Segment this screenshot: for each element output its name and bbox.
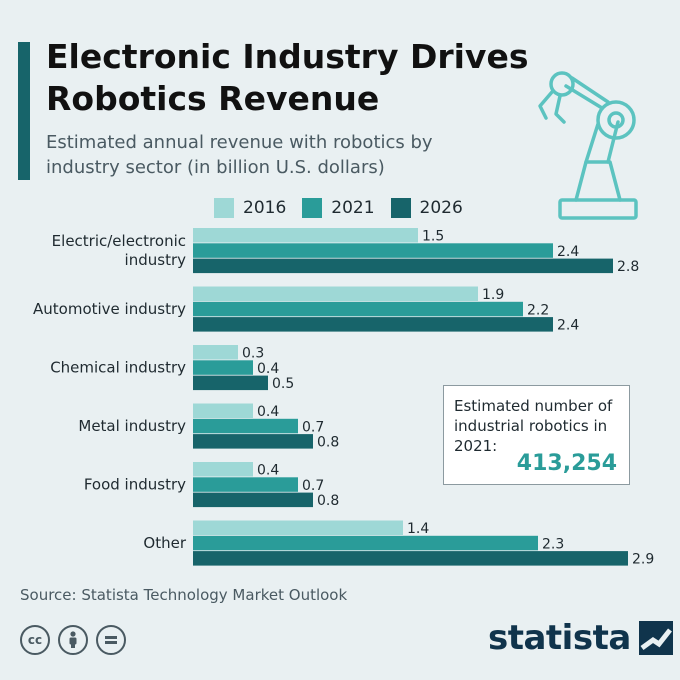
bar-2026 <box>193 375 268 391</box>
value-label-2026: 0.8 <box>317 435 339 451</box>
info-box-value: 413,254 <box>516 451 617 476</box>
category-label: Other <box>143 534 186 552</box>
statista-mark-icon <box>638 621 673 655</box>
bar-2021 <box>193 301 523 317</box>
bar-2021 <box>193 418 298 434</box>
info-box: Estimated number of industrial robotics … <box>443 385 630 485</box>
bar-2026 <box>193 551 628 566</box>
attribution-person-icon <box>58 625 88 655</box>
bar-2016 <box>193 228 418 243</box>
value-label-2026: 0.8 <box>317 493 339 509</box>
bar-2016 <box>193 286 478 301</box>
legend-label-2021: 2021 <box>331 198 375 218</box>
bar-2021 <box>193 360 253 375</box>
info-box-text: Estimated number of industrial robotics … <box>454 397 613 455</box>
category-label-line: Chemical industry <box>50 359 186 377</box>
category-label-line: Food industry <box>84 476 186 494</box>
license-icons: cc <box>20 625 126 655</box>
no-derivatives-equals-icon <box>96 625 126 655</box>
category-label: Chemical industry <box>50 359 186 377</box>
bar-2016 <box>193 345 238 360</box>
value-label-2016: 0.4 <box>257 463 279 479</box>
category-label-line: Other <box>143 534 186 552</box>
value-label-2016: 1.5 <box>422 229 444 245</box>
statista-logo: statista <box>488 618 673 658</box>
value-label-2021: 2.4 <box>557 244 579 260</box>
legend-swatch-2021 <box>302 198 323 218</box>
legend-item-2016: 2016 <box>214 198 286 218</box>
legend-item-2021: 2021 <box>302 198 375 218</box>
value-label-2021: 2.3 <box>542 536 564 552</box>
robot-arm-icon <box>538 71 638 220</box>
creative-commons-icon: cc <box>20 625 50 655</box>
value-label-2016: 0.4 <box>257 404 279 420</box>
category-label-line: Electric/electronic <box>52 232 186 250</box>
value-label-2016: 0.3 <box>242 346 264 362</box>
legend-label-2016: 2016 <box>243 198 287 218</box>
bar-2026 <box>193 492 313 508</box>
category-label: Food industry <box>84 476 186 494</box>
bar-2021 <box>193 535 538 551</box>
legend-item-2026: 2026 <box>390 198 463 218</box>
value-label-2026: 2.8 <box>617 259 639 275</box>
legend-swatch-2026 <box>390 198 411 218</box>
value-label-2016: 1.9 <box>482 287 504 303</box>
value-label-2021: 0.4 <box>257 361 279 377</box>
chart-legend: 2016 2021 2026 <box>214 198 463 218</box>
value-label-2021: 2.2 <box>527 302 549 318</box>
value-label-2021: 0.7 <box>302 478 324 494</box>
chart-subtitle: Estimated annual revenue with robotics b… <box>46 132 433 178</box>
value-label-2026: 0.5 <box>272 376 294 392</box>
value-label-2021: 0.7 <box>302 419 324 435</box>
bar-2016 <box>193 403 253 418</box>
title-accent-bar <box>18 42 30 180</box>
legend-swatch-2016 <box>214 198 234 218</box>
bar-2026 <box>193 258 613 274</box>
legend-label-2026: 2026 <box>419 198 463 218</box>
source-note: Source: Statista Technology Market Outlo… <box>20 586 348 604</box>
category-label: Automotive industry <box>33 300 186 318</box>
category-label-line: industry <box>125 251 187 269</box>
category-label-line: Metal industry <box>78 417 186 435</box>
brand-name: statista <box>488 618 631 658</box>
bar-2026 <box>193 434 313 449</box>
bar-2021 <box>193 477 298 492</box>
bar-2021 <box>193 243 553 258</box>
value-label-2026: 2.9 <box>632 552 654 568</box>
chart-title: Electronic Industry Drives Robotics Reve… <box>46 37 529 118</box>
value-label-2026: 2.4 <box>557 318 579 334</box>
value-label-2016: 1.4 <box>407 521 429 537</box>
bar-2026 <box>193 317 553 332</box>
category-label: Metal industry <box>78 417 186 435</box>
category-label: Electric/electronic industry <box>52 232 186 269</box>
bar-2016 <box>193 462 253 477</box>
category-label-line: Automotive industry <box>33 300 186 318</box>
bar-2016 <box>193 520 403 535</box>
